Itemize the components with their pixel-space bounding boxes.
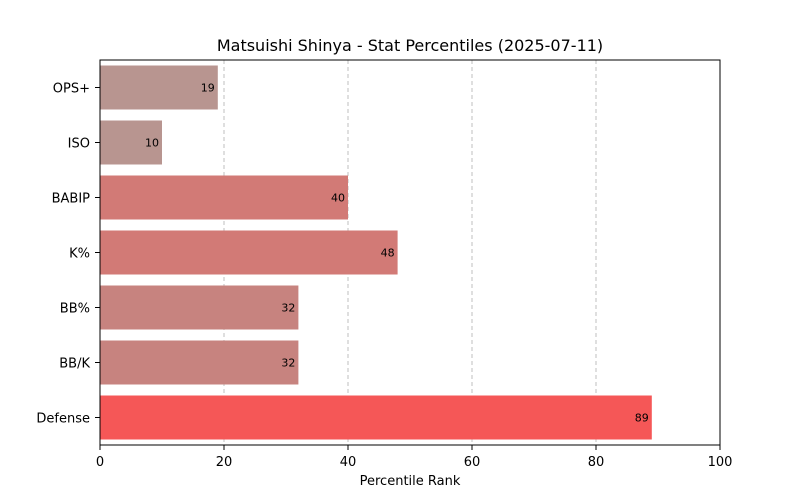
- bar-ops: [100, 65, 218, 110]
- y-tick-label: K%: [69, 247, 90, 262]
- bars: [100, 65, 652, 440]
- y-tick-label: BABIP: [52, 192, 91, 207]
- x-axis-label: Percentile Rank: [360, 474, 461, 489]
- x-tick-label: 80: [588, 455, 605, 470]
- x-tick-label: 0: [96, 455, 104, 470]
- bar-babip: [100, 175, 348, 220]
- bar-value-label: 48: [381, 247, 395, 260]
- bar-k: [100, 230, 398, 275]
- y-tick-label: BB%: [60, 302, 90, 317]
- x-tick-label: 20: [216, 455, 233, 470]
- x-tick-label: 100: [708, 455, 733, 470]
- bar-value-label: 89: [635, 412, 649, 425]
- x-axis-ticks: 0 20 40 60 80 100: [96, 445, 733, 470]
- y-tick-label: Defense: [36, 412, 90, 427]
- chart-title: Matsuishi Shinya - Stat Percentiles (202…: [217, 36, 603, 55]
- y-tick-label: BB/K: [59, 357, 90, 372]
- y-tick-label: OPS+: [53, 82, 90, 97]
- bar-value-label: 40: [331, 192, 345, 205]
- x-tick-label: 60: [464, 455, 481, 470]
- bar-value-label: 19: [201, 82, 215, 95]
- bar-value-label: 32: [281, 357, 295, 370]
- bar-iso: [100, 120, 162, 165]
- y-tick-label: ISO: [68, 137, 90, 152]
- bar-bb-k: [100, 340, 299, 385]
- bar-value-label: 32: [281, 302, 295, 315]
- x-tick-label: 40: [340, 455, 357, 470]
- data-labels: 19 10 40 48 32 32 89: [145, 82, 649, 425]
- bar-value-label: 10: [145, 137, 159, 150]
- bar-defense: [100, 395, 652, 440]
- y-axis-ticks: OPS+ ISO BABIP K% BB% BB/K Defense: [36, 82, 100, 427]
- bar-bb: [100, 285, 299, 330]
